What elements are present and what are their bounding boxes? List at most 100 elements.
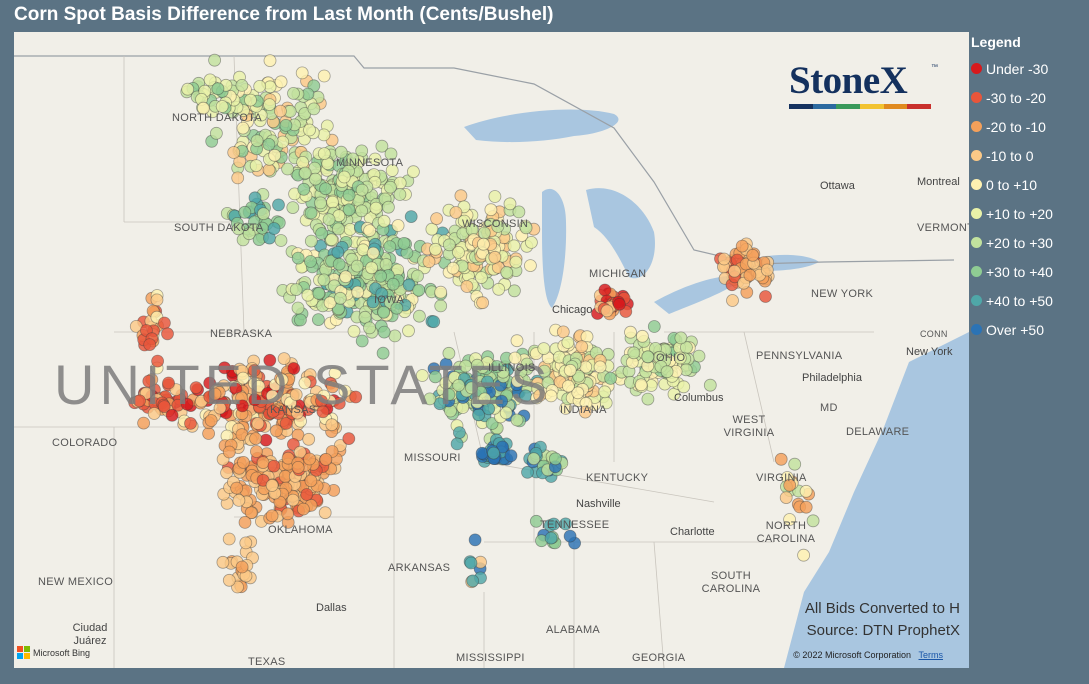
basis-dot[interactable] (600, 304, 614, 318)
basis-dot[interactable] (317, 69, 331, 83)
basis-dot[interactable] (326, 380, 340, 394)
basis-dot[interactable] (799, 500, 813, 514)
basis-dot[interactable] (347, 324, 361, 338)
basis-dot[interactable] (799, 484, 813, 498)
basis-dot[interactable] (507, 284, 521, 298)
basis-dot[interactable] (231, 222, 245, 236)
basis-dot[interactable] (287, 87, 300, 100)
basis-dot[interactable] (393, 188, 407, 201)
basis-dot[interactable] (307, 102, 321, 116)
basis-dot[interactable] (235, 560, 249, 574)
basis-dot[interactable] (249, 159, 263, 173)
basis-dot[interactable] (332, 257, 346, 271)
basis-dot[interactable] (366, 246, 380, 260)
basis-dot[interactable] (692, 349, 706, 363)
basis-dot[interactable] (563, 529, 577, 543)
basis-dot[interactable] (342, 432, 356, 446)
basis-dot[interactable] (266, 404, 280, 418)
basis-dot[interactable] (143, 338, 157, 352)
basis-dot[interactable] (571, 386, 585, 400)
basis-dot[interactable] (133, 394, 146, 408)
basis-dot[interactable] (263, 98, 276, 111)
basis-dot[interactable] (319, 182, 333, 196)
basis-dot[interactable] (660, 365, 674, 379)
basis-dot[interactable] (256, 456, 270, 470)
basis-dot[interactable] (302, 432, 316, 446)
basis-dot[interactable] (291, 251, 305, 265)
basis-dot[interactable] (293, 313, 307, 327)
basis-dot[interactable] (544, 531, 558, 545)
basis-dot[interactable] (296, 502, 310, 516)
basis-dot[interactable] (248, 393, 262, 407)
legend-item[interactable]: +30 to +40 (971, 257, 1086, 286)
basis-dot[interactable] (613, 297, 626, 311)
basis-dot[interactable] (236, 121, 250, 135)
basis-dot[interactable] (238, 205, 252, 219)
basis-dot[interactable] (442, 346, 456, 360)
basis-dot[interactable] (265, 389, 279, 403)
basis-dot[interactable] (222, 532, 236, 546)
basis-dot[interactable] (279, 119, 293, 132)
basis-dot[interactable] (304, 255, 317, 268)
basis-dot[interactable] (286, 437, 300, 451)
basis-dot[interactable] (150, 293, 164, 307)
basis-dot[interactable] (247, 364, 261, 377)
basis-dot[interactable] (265, 479, 279, 492)
basis-dot[interactable] (249, 445, 263, 458)
basis-dot[interactable] (303, 452, 317, 466)
basis-dot[interactable] (511, 374, 525, 388)
basis-dot[interactable] (384, 147, 398, 161)
basis-dot[interactable] (196, 101, 210, 115)
basis-dot[interactable] (231, 171, 245, 185)
basis-dot[interactable] (322, 213, 336, 227)
basis-dot[interactable] (298, 376, 312, 390)
basis-dot[interactable] (273, 104, 287, 118)
basis-dot[interactable] (358, 310, 372, 324)
basis-dot[interactable] (641, 350, 655, 364)
basis-dot[interactable] (446, 261, 460, 275)
basis-dot[interactable] (236, 371, 250, 385)
basis-dot[interactable] (189, 381, 203, 395)
basis-dot[interactable] (239, 536, 253, 550)
basis-dot[interactable] (265, 509, 279, 523)
basis-dot[interactable] (527, 452, 541, 466)
basis-dot[interactable] (411, 269, 424, 283)
basis-dot[interactable] (449, 206, 463, 219)
basis-dot[interactable] (137, 416, 151, 430)
basis-dot[interactable] (563, 363, 577, 377)
basis-dot[interactable] (363, 224, 377, 238)
legend-item[interactable]: 0 to +10 (971, 170, 1086, 199)
basis-dot[interactable] (634, 378, 648, 392)
basis-dot[interactable] (495, 394, 509, 408)
basis-dot[interactable] (439, 376, 453, 390)
basis-dot[interactable] (251, 417, 265, 430)
basis-dot[interactable] (561, 336, 575, 349)
basis-dot[interactable] (218, 361, 231, 375)
basis-dot[interactable] (333, 439, 347, 452)
basis-dot[interactable] (213, 401, 227, 415)
terms-link[interactable]: Terms (918, 650, 944, 660)
basis-dot[interactable] (267, 459, 281, 473)
basis-dot[interactable] (636, 329, 649, 343)
basis-dot[interactable] (562, 379, 575, 393)
basis-dot[interactable] (454, 189, 468, 203)
basis-dot[interactable] (157, 316, 171, 330)
basis-dot[interactable] (388, 329, 402, 343)
basis-dot[interactable] (242, 227, 256, 241)
basis-dot[interactable] (488, 190, 502, 203)
basis-dot[interactable] (386, 277, 400, 291)
basis-dot[interactable] (232, 493, 246, 507)
basis-dot[interactable] (297, 182, 311, 196)
basis-dot[interactable] (227, 146, 241, 159)
basis-dot[interactable] (499, 406, 513, 420)
basis-dot[interactable] (512, 205, 526, 219)
basis-dot[interactable] (180, 397, 194, 411)
basis-dot[interactable] (673, 351, 687, 365)
basis-dot[interactable] (355, 183, 369, 197)
basis-dot[interactable] (412, 283, 426, 297)
basis-dot[interactable] (544, 389, 558, 403)
basis-dot[interactable] (161, 327, 174, 341)
basis-dot[interactable] (464, 556, 478, 570)
basis-dot[interactable] (309, 172, 322, 186)
basis-dot[interactable] (215, 100, 229, 113)
